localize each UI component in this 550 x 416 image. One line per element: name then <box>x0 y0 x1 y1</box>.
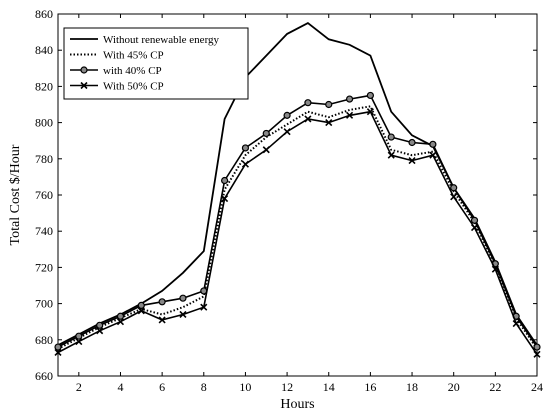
x-axis: 2 4 6 8 10 12 14 16 18 20 22 24 <box>76 14 543 394</box>
data-point <box>179 310 187 319</box>
legend-marker <box>80 66 88 74</box>
data-point <box>137 301 145 310</box>
series-3 <box>54 91 541 351</box>
data-point <box>533 350 541 358</box>
legend-marker <box>80 81 88 90</box>
legend-entry: With 45% CP <box>70 50 164 62</box>
data-point <box>304 99 312 107</box>
series-2 <box>57 105 538 350</box>
x-tick-label: 24 <box>531 380 543 394</box>
y-tick-label: 780 <box>35 152 53 166</box>
data-point <box>262 146 270 154</box>
data-point <box>221 195 229 203</box>
series-line <box>57 105 538 350</box>
data-point <box>470 216 479 224</box>
data-point <box>96 327 104 335</box>
x-tick-label: 16 <box>364 380 376 394</box>
data-point <box>325 119 333 127</box>
legend-label: With 50% CP <box>103 81 164 93</box>
data-point <box>158 316 166 324</box>
data-point <box>325 100 333 109</box>
data-point <box>283 111 291 119</box>
y-tick-label: 740 <box>35 224 53 238</box>
data-point <box>241 144 250 152</box>
legend-entry: with 40% CP <box>70 65 162 77</box>
data-point <box>387 151 395 159</box>
legend-entry: Without renewable energy <box>70 34 220 46</box>
y-tick-label: 660 <box>35 369 53 383</box>
data-point <box>345 95 354 103</box>
x-tick-label: 18 <box>406 380 418 394</box>
y-tick-label: 680 <box>35 333 53 347</box>
x-axis-label: Hours <box>280 397 314 412</box>
data-point <box>429 140 437 148</box>
data-point <box>200 303 208 311</box>
data-point <box>345 111 354 119</box>
data-point <box>366 108 374 116</box>
y-axis: 660 680 700 720 740 760 780 800 820 840 860 <box>35 7 537 383</box>
data-point <box>54 348 62 357</box>
data-point <box>241 160 250 168</box>
x-tick-label: 20 <box>448 380 460 394</box>
legend-label: with 40% CP <box>103 65 162 77</box>
y-axis-label: Total Cost $/Hour <box>8 144 23 245</box>
y-tick-label: 800 <box>35 116 53 130</box>
y-tick-label: 820 <box>35 79 53 93</box>
x-tick-label: 12 <box>281 380 293 394</box>
legend-entry: With 50% CP <box>70 81 164 93</box>
y-tick-label: 860 <box>35 7 53 21</box>
data-point <box>262 129 270 138</box>
y-tick-label: 720 <box>35 260 53 274</box>
data-point <box>116 318 125 326</box>
x-tick-label: 22 <box>489 380 501 394</box>
x-tick-label: 4 <box>117 380 123 394</box>
data-point <box>304 115 312 123</box>
data-point <box>387 133 395 141</box>
series-layer <box>54 22 541 358</box>
data-point <box>450 184 458 192</box>
data-point <box>450 193 458 201</box>
data-point <box>470 224 479 232</box>
data-point <box>75 338 83 346</box>
series-line <box>57 94 538 348</box>
data-point <box>533 343 541 351</box>
data-point <box>96 321 104 329</box>
x-tick-label: 8 <box>201 380 207 394</box>
x-tick-label: 6 <box>159 380 165 394</box>
y-tick-label: 760 <box>35 188 53 202</box>
x-tick-label: 2 <box>76 380 82 394</box>
data-point <box>137 307 145 315</box>
data-point <box>179 294 187 302</box>
data-point <box>75 332 83 340</box>
data-point <box>116 312 125 320</box>
legend-label: With 45% CP <box>103 50 164 62</box>
data-point <box>158 298 166 306</box>
series-line <box>57 110 538 355</box>
data-point <box>491 265 499 273</box>
legend: Without renewable energy With 45% CP with … <box>63 27 249 100</box>
data-point <box>429 151 437 159</box>
legend-label: Without renewable energy <box>103 34 220 46</box>
data-point <box>408 138 416 147</box>
series-4 <box>54 108 541 358</box>
data-point <box>54 343 62 351</box>
data-point <box>512 319 520 328</box>
data-point <box>408 157 416 165</box>
data-point <box>366 91 374 100</box>
data-point <box>283 128 291 136</box>
x-tick-label: 14 <box>323 380 335 394</box>
y-tick-label: 840 <box>35 43 53 57</box>
x-tick-label: 10 <box>239 380 251 394</box>
data-point <box>221 176 229 185</box>
y-tick-label: 700 <box>35 297 53 311</box>
